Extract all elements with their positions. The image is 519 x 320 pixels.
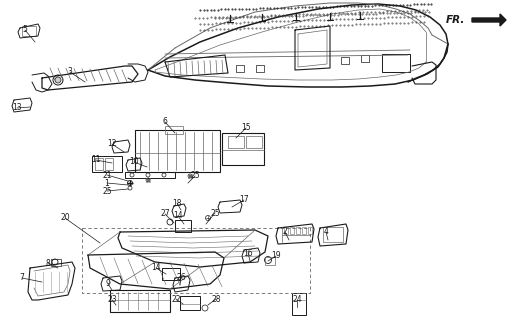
Bar	[162, 268, 180, 280]
Text: 2: 2	[283, 228, 288, 236]
Bar	[256, 65, 264, 72]
Text: 15: 15	[241, 124, 251, 132]
Text: 12: 12	[107, 140, 117, 148]
Text: 11: 11	[91, 156, 101, 164]
Bar	[22, 26, 36, 36]
Text: 25: 25	[102, 187, 112, 196]
Bar	[222, 133, 264, 165]
Text: 21: 21	[102, 171, 112, 180]
Text: FR.: FR.	[446, 15, 465, 25]
Text: 7: 7	[20, 274, 24, 283]
Circle shape	[55, 77, 61, 83]
Bar	[165, 126, 183, 134]
Bar	[175, 220, 191, 232]
Bar	[290, 227, 294, 234]
Text: 9: 9	[105, 279, 111, 289]
Text: 8: 8	[46, 259, 50, 268]
Bar	[228, 136, 244, 148]
Text: 23: 23	[107, 295, 117, 305]
Bar	[92, 156, 122, 172]
Bar	[302, 227, 306, 234]
Text: 25: 25	[190, 172, 200, 180]
Bar	[284, 227, 288, 234]
Bar	[323, 227, 343, 242]
Text: 18: 18	[172, 198, 182, 207]
Text: 10: 10	[129, 157, 139, 166]
Bar	[180, 296, 200, 310]
Text: 27: 27	[160, 210, 170, 219]
Text: 28: 28	[211, 294, 221, 303]
Bar	[51, 259, 61, 266]
Bar	[246, 136, 262, 148]
Bar	[382, 54, 410, 72]
Bar	[95, 158, 103, 170]
Text: 3: 3	[67, 68, 73, 76]
Text: 16: 16	[243, 249, 253, 258]
Text: 13: 13	[12, 103, 22, 113]
Bar	[341, 57, 349, 64]
Text: 25: 25	[210, 209, 220, 218]
Polygon shape	[472, 14, 506, 26]
Text: 26: 26	[176, 274, 186, 283]
Text: 5: 5	[22, 26, 28, 35]
Bar	[105, 158, 113, 170]
Text: 14: 14	[151, 263, 161, 273]
Bar	[125, 172, 175, 178]
Bar	[361, 55, 369, 62]
Bar	[296, 227, 300, 234]
Text: 1: 1	[105, 179, 110, 188]
Text: 4: 4	[323, 228, 329, 236]
Bar	[135, 130, 220, 172]
Text: 6: 6	[162, 117, 168, 126]
Bar	[110, 290, 170, 312]
Bar	[265, 257, 275, 265]
Text: 20: 20	[60, 213, 70, 222]
Text: 19: 19	[271, 252, 281, 260]
Text: 14: 14	[173, 212, 183, 220]
Bar	[308, 227, 312, 234]
Text: 17: 17	[239, 196, 249, 204]
Text: 22: 22	[171, 294, 181, 303]
Text: 24: 24	[292, 295, 302, 305]
Bar	[236, 65, 244, 72]
Bar	[292, 293, 306, 315]
